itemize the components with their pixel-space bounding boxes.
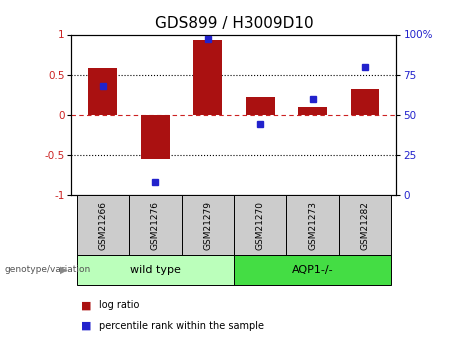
Bar: [351, 89, 379, 115]
Text: genotype/variation: genotype/variation: [5, 265, 91, 275]
Bar: [89, 68, 117, 115]
Text: percentile rank within the sample: percentile rank within the sample: [99, 321, 264, 331]
Bar: [129, 195, 182, 255]
Bar: [234, 195, 286, 255]
Bar: [141, 115, 170, 159]
Text: GSM21279: GSM21279: [203, 200, 212, 250]
Bar: [77, 195, 129, 255]
Bar: [193, 40, 222, 115]
Text: GSM21266: GSM21266: [98, 200, 107, 250]
Text: GSM21282: GSM21282: [361, 201, 370, 249]
Bar: [246, 97, 275, 115]
Text: GSM21273: GSM21273: [308, 200, 317, 250]
Title: GDS899 / H3009D10: GDS899 / H3009D10: [154, 16, 313, 31]
Text: wild type: wild type: [130, 265, 181, 275]
Bar: [339, 195, 391, 255]
Text: log ratio: log ratio: [99, 300, 140, 310]
Text: ■: ■: [81, 321, 91, 331]
Bar: [298, 107, 327, 115]
Bar: [77, 255, 234, 285]
Text: GSM21270: GSM21270: [256, 200, 265, 250]
Bar: [182, 195, 234, 255]
Bar: [286, 195, 339, 255]
Text: AQP1-/-: AQP1-/-: [292, 265, 333, 275]
Text: ▶: ▶: [60, 265, 67, 275]
Text: ■: ■: [81, 300, 91, 310]
Text: GSM21276: GSM21276: [151, 200, 160, 250]
Bar: [234, 255, 391, 285]
